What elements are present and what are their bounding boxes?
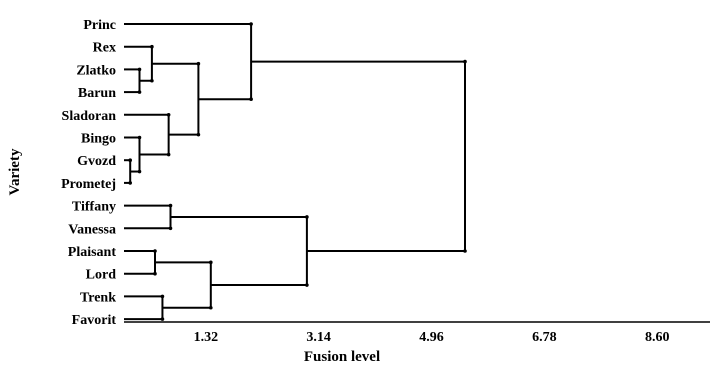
node-dot-m5-a — [166, 113, 171, 117]
node-dot-m4-a — [150, 44, 154, 49]
x-tick-label: 8.60 — [645, 330, 670, 345]
node-dot-m2-a — [137, 135, 142, 140]
node-dot-m8-a — [153, 249, 157, 253]
node-dot-m8-b — [153, 271, 157, 276]
node-dot-m10-b — [209, 305, 213, 310]
node-dot-m3-a — [137, 67, 142, 72]
node-dot-m10-a — [209, 260, 213, 265]
leaf-label-barun: Barun — [78, 86, 116, 101]
leaf-labels: Princ Rex Zlatko Barun Sladoran Bingo Gvozd Pro… — [61, 18, 116, 328]
x-tick-label: 4.96 — [419, 330, 444, 345]
y-axis-title: Variety — [7, 148, 23, 195]
node-dot-m3-b — [137, 90, 142, 94]
leaf-label-lord: Lord — [86, 268, 117, 283]
node-dot-m13-b — [463, 249, 467, 253]
node-dot-m6-a — [196, 61, 201, 66]
x-tick-label: 3.14 — [306, 330, 331, 345]
node-dot-m5-b — [166, 152, 171, 157]
leaf-label-plaisant: Plaisant — [68, 245, 117, 260]
x-tick-labels: 1.32 3.14 4.96 6.78 8.60 — [194, 330, 670, 345]
node-dot-m9-b — [160, 317, 165, 321]
leaf-label-prometej: Prometej — [61, 177, 116, 192]
leaf-label-gvozd: Gvozd — [77, 154, 116, 169]
x-axis-title: Fusion level — [304, 349, 380, 365]
leaf-label-favorit: Favorit — [72, 313, 117, 328]
x-tick-label: 1.32 — [194, 330, 219, 345]
node-dot-m12-a — [305, 215, 309, 219]
node-dot-m7-b — [249, 97, 253, 101]
node-dot-m11-b — [168, 226, 173, 231]
node-dot-m7-a — [249, 22, 253, 26]
x-tick-label: 6.78 — [532, 330, 557, 345]
node-dot-m1-b — [128, 181, 132, 185]
node-dot-m13-a — [463, 59, 467, 64]
leaf-label-zlatko: Zlatko — [76, 63, 116, 78]
node-dot-m1-a — [128, 158, 132, 162]
leaf-label-princ: Princ — [83, 18, 116, 33]
node-dot-m4-b — [150, 78, 154, 83]
leaf-label-rex: Rex — [93, 41, 116, 56]
node-dot-m6-b — [196, 132, 201, 137]
node-dot-m12-b — [305, 283, 309, 287]
node-dot-m11-a — [168, 203, 173, 208]
node-dot-m9-a — [160, 294, 165, 299]
leaf-label-trenk: Trenk — [80, 290, 116, 305]
leaf-label-vanessa: Vanessa — [68, 222, 116, 237]
dendrogram-branches — [124, 22, 467, 321]
leaf-label-tiffany: Tiffany — [72, 200, 116, 215]
leaf-label-bingo: Bingo — [81, 132, 116, 147]
node-dot-m2-b — [137, 169, 142, 174]
leaf-label-sladoran: Sladoran — [62, 109, 117, 124]
